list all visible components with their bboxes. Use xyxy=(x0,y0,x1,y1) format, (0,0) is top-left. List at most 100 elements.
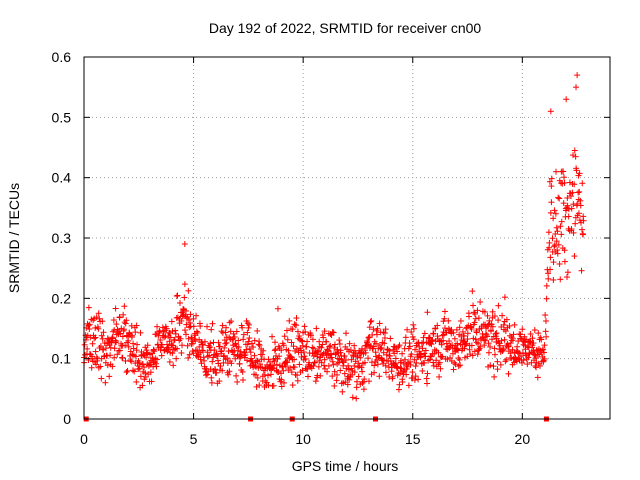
data-point xyxy=(246,335,253,342)
y-tick-label: 0.2 xyxy=(52,290,72,306)
data-point xyxy=(147,369,154,376)
data-point xyxy=(289,326,296,333)
data-point xyxy=(119,333,126,340)
data-point xyxy=(380,349,387,356)
data-point xyxy=(121,303,128,310)
axis-ticks: 0 0.1 0.2 0.3 0.4 0.5 0.6 0 5 10 15 20 xyxy=(52,49,610,447)
data-point xyxy=(169,328,176,335)
data-point xyxy=(441,308,448,315)
data-point xyxy=(499,312,506,319)
data-point xyxy=(327,342,334,349)
data-point xyxy=(283,358,290,365)
data-point xyxy=(558,231,565,238)
data-point xyxy=(157,336,164,343)
data-point xyxy=(234,378,241,385)
data-point xyxy=(231,333,238,340)
data-point xyxy=(329,358,336,365)
data-point xyxy=(173,293,180,300)
data-point xyxy=(366,324,373,331)
data-point xyxy=(547,209,554,216)
data-point xyxy=(495,317,502,324)
data-point xyxy=(412,346,419,353)
data-point xyxy=(359,368,366,375)
data-point xyxy=(85,304,92,311)
data-point xyxy=(485,321,492,328)
data-point xyxy=(472,315,479,322)
data-point xyxy=(501,336,508,343)
x-tick-label: 5 xyxy=(190,431,198,447)
data-point xyxy=(396,370,403,377)
data-point xyxy=(114,351,121,358)
data-point xyxy=(112,305,119,312)
data-point xyxy=(132,329,139,336)
data-point xyxy=(97,343,104,350)
data-point xyxy=(461,332,468,339)
data-point xyxy=(469,288,476,295)
data-point xyxy=(573,167,580,174)
data-point xyxy=(216,378,223,385)
data-point xyxy=(196,343,203,350)
data-point xyxy=(98,332,105,339)
data-point xyxy=(181,281,188,288)
data-point xyxy=(151,348,158,355)
data-point xyxy=(491,345,498,352)
data-point xyxy=(139,382,146,389)
data-point xyxy=(265,382,272,389)
data-point xyxy=(355,360,362,367)
data-point xyxy=(392,355,399,362)
data-point xyxy=(450,329,457,336)
data-point xyxy=(497,361,504,368)
data-point xyxy=(555,241,562,248)
y-tick-label: 0.6 xyxy=(52,49,72,65)
data-point xyxy=(145,362,152,369)
data-point xyxy=(98,375,105,382)
data-point xyxy=(367,318,374,325)
x-tick-label: 15 xyxy=(405,431,421,447)
x-tick-label: 0 xyxy=(80,431,88,447)
data-point xyxy=(324,368,331,375)
data-point xyxy=(543,295,550,302)
data-point xyxy=(92,334,99,341)
data-point xyxy=(194,329,201,336)
data-point xyxy=(104,352,111,359)
data-point xyxy=(541,355,548,362)
data-point xyxy=(279,364,286,371)
data-point xyxy=(349,394,356,401)
data-point xyxy=(287,364,294,371)
data-point xyxy=(182,327,189,334)
data-point xyxy=(491,313,498,320)
data-point xyxy=(477,343,484,350)
data-point xyxy=(348,356,355,363)
data-point xyxy=(387,357,394,364)
data-point xyxy=(527,338,534,345)
data-point xyxy=(178,349,185,356)
data-point xyxy=(351,342,358,349)
data-point xyxy=(165,346,172,353)
data-point xyxy=(125,343,132,350)
data-point xyxy=(548,183,555,190)
data-point xyxy=(252,371,259,378)
x-axis-label: GPS time / hours xyxy=(292,458,399,474)
data-point xyxy=(519,326,526,333)
data-point xyxy=(421,359,428,366)
data-point xyxy=(92,324,99,331)
data-point xyxy=(104,362,111,369)
data-point xyxy=(542,328,549,335)
data-point xyxy=(376,320,383,327)
data-point xyxy=(407,361,414,368)
data-point xyxy=(95,364,102,371)
data-point xyxy=(208,326,215,333)
data-point xyxy=(273,361,280,368)
data-point xyxy=(488,328,495,335)
data-point xyxy=(96,315,103,322)
data-point xyxy=(133,378,140,385)
data-point xyxy=(193,328,200,335)
data-point xyxy=(122,357,129,364)
data-point xyxy=(473,329,480,336)
data-point xyxy=(527,331,534,338)
data-point xyxy=(171,336,178,343)
data-point xyxy=(374,361,381,368)
data-point xyxy=(221,344,228,351)
data-point xyxy=(209,320,216,327)
data-point xyxy=(494,366,501,373)
